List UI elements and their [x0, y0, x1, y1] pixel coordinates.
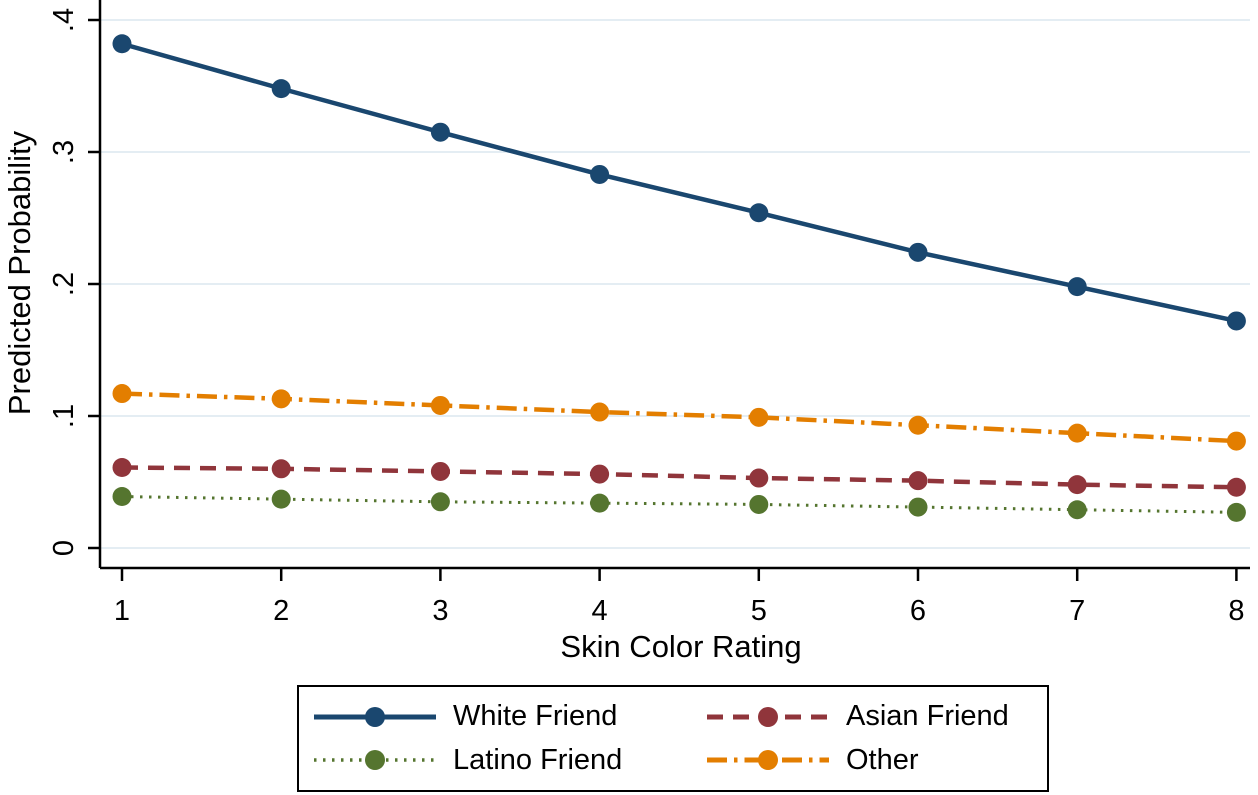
x-tick-label: 4: [592, 595, 608, 627]
series-line-latino-friend: [121, 495, 1237, 514]
series-layer: [112, 34, 1246, 522]
legend-marker: [365, 750, 385, 771]
data-point-marker: [112, 457, 132, 477]
legend-item-latino-friend: Latino Friend: [312, 743, 705, 776]
series-line-asian-friend: [121, 465, 1237, 490]
series-other: [112, 384, 1246, 451]
data-point-marker: [1226, 502, 1246, 522]
data-point-marker: [908, 242, 928, 262]
y-tick-label: 0: [48, 540, 80, 556]
data-point-marker: [271, 389, 291, 409]
y-tick-label: .2: [48, 272, 80, 296]
series-line-other: [121, 391, 1237, 444]
x-tick-label: 8: [1228, 595, 1244, 627]
legend-label: White Friend: [453, 700, 618, 733]
data-point-marker: [749, 494, 769, 514]
data-point-marker: [749, 468, 769, 488]
gridlines: [100, 19, 1250, 549]
x-tick-label: 5: [751, 595, 767, 627]
data-point-marker: [430, 122, 450, 142]
data-point-marker: [271, 459, 291, 479]
data-point-marker: [430, 461, 450, 481]
series-white-friend: [112, 34, 1246, 331]
data-point-marker: [271, 489, 291, 509]
data-point-marker: [590, 493, 610, 513]
x-tick-label: 7: [1069, 595, 1085, 627]
legend-item-other: Other: [705, 743, 1047, 776]
x-tick-label: 2: [273, 595, 289, 627]
data-point-marker: [271, 79, 291, 99]
legend-item-asian-friend: Asian Friend: [705, 702, 1047, 731]
legend-label: Other: [846, 743, 919, 776]
y-axis-title: Predicted Probability: [2, 130, 37, 415]
y-tick-label: .4: [48, 8, 80, 32]
legend-marker: [365, 706, 385, 727]
legend-swatch-latino-friend-line-icon: [314, 750, 436, 771]
data-point-marker: [590, 402, 610, 422]
data-point-marker: [590, 164, 610, 184]
legend-item-white-friend: White Friend: [312, 702, 705, 731]
data-point-marker: [112, 34, 132, 54]
x-tick-label: 1: [114, 595, 130, 627]
series-line-white-friend: [121, 41, 1237, 324]
legend-marker: [758, 750, 778, 771]
data-point-marker: [1226, 311, 1246, 331]
data-point-marker: [908, 497, 928, 517]
data-point-marker: [112, 487, 132, 507]
legend-marker: [758, 706, 778, 727]
data-point-marker: [908, 415, 928, 435]
series-asian-friend: [112, 457, 1246, 497]
legend-swatch-other-line-icon: [707, 750, 829, 771]
axis-ticks: [88, 18, 1238, 581]
legend-swatch-white-friend-line-icon: [314, 706, 436, 727]
data-point-marker: [430, 395, 450, 415]
chart-canvas: 0.1.2.3.41 2 3 4 5 6 7 8 Predicted Probability …: [2, 0, 1250, 664]
data-point-marker: [1067, 423, 1087, 443]
y-tick-label: .1: [48, 404, 80, 428]
data-point-marker: [1226, 431, 1246, 451]
tick-labels: 0 .1 .2 .3 .4 1 2 3 4 5 6 7 8: [48, 8, 1244, 627]
legend: White Friend Asian Friend Latino Friend …: [297, 685, 1049, 792]
data-point-marker: [1226, 477, 1246, 497]
data-point-marker: [749, 407, 769, 427]
data-point-marker: [590, 464, 610, 484]
data-point-marker: [112, 384, 132, 404]
x-tick-label: 6: [910, 595, 926, 627]
y-tick-label: .3: [48, 140, 80, 164]
data-point-marker: [1067, 500, 1087, 520]
legend-label: Latino Friend: [453, 743, 623, 776]
x-tick-label: 3: [432, 595, 448, 627]
data-point-marker: [430, 492, 450, 512]
legend-label: Asian Friend: [846, 700, 1009, 733]
data-point-marker: [908, 471, 928, 491]
data-point-marker: [1067, 277, 1087, 297]
series-latino-friend: [112, 487, 1246, 522]
legend-swatch-asian-friend-line-icon: [707, 706, 829, 727]
data-point-marker: [749, 203, 769, 223]
data-point-marker: [1067, 475, 1087, 495]
x-axis-title: Skin Color Rating: [560, 629, 801, 664]
